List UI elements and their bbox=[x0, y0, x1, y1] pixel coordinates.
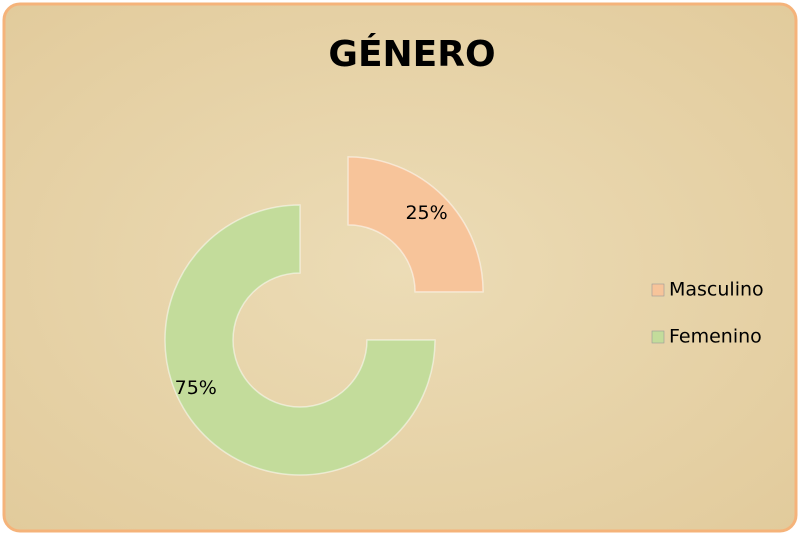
legend: Masculino Femenino bbox=[651, 279, 764, 348]
data-label: 75% bbox=[175, 377, 217, 399]
chart-title: GÉNERO bbox=[328, 33, 495, 75]
data-label: 25% bbox=[405, 202, 447, 224]
plot-area: 25% 75% bbox=[164, 156, 484, 476]
legend-swatch bbox=[651, 330, 665, 344]
legend-label: Masculino bbox=[669, 279, 764, 301]
legend-label: Femenino bbox=[669, 326, 762, 348]
donut-segment bbox=[347, 156, 484, 293]
donut-segment bbox=[164, 204, 436, 476]
legend-swatch bbox=[651, 283, 665, 297]
